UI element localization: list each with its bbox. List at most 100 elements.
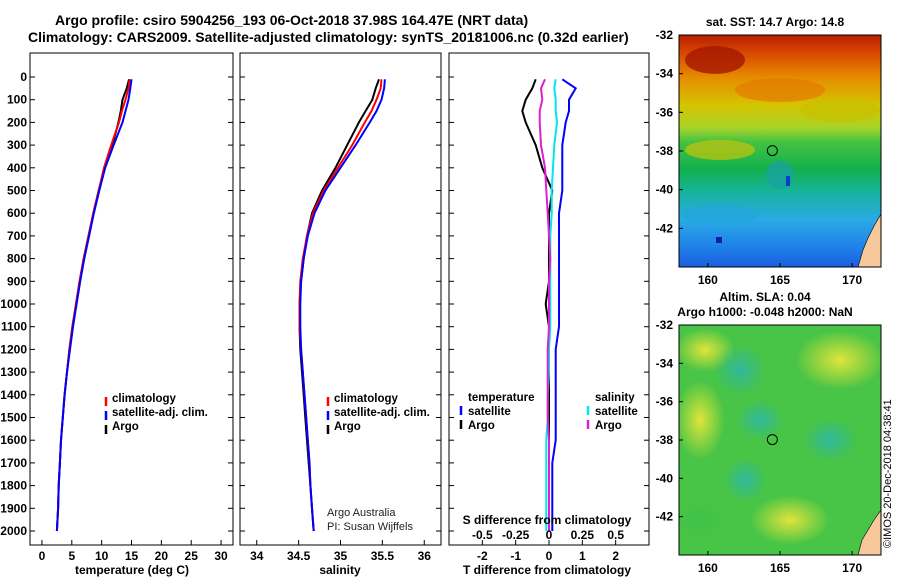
salinity-xtick-label: 35.5 [371,549,395,563]
temperature-legend-satellite: satellite-adj. clim. [112,407,208,419]
sst-map-panel: sat. SST: 14.7 Argo: 14.8 160 165 170 -32 -3… [656,15,882,287]
difference-xtick-label: 1 [579,549,586,563]
temperature-xtick-label: 15 [125,549,139,563]
sla-map-xtick-label: 165 [770,561,790,575]
sla-map-title-line1: Altim. SLA: 0.04 [719,290,811,304]
salinity-series-satellite-adj-clim- [299,79,386,532]
salinity-xtick-label: 34 [250,549,264,563]
difference-xtick-label: 0 [546,549,553,563]
legend-temperature-title: temperature [468,392,534,404]
temperature-ytick-label: 400 [7,161,27,175]
legend-temperature-satellite: satellite [468,406,511,418]
difference-series-s-satellite [545,79,559,531]
sst-map-xtick-label: 165 [770,273,790,287]
temperature-legend: climatology satellite-adj. clim. Argo [104,393,208,434]
temperature-xlabel: temperature (deg C) [75,563,189,577]
t-difference-xlabel: T difference from climatology [463,563,631,577]
temperature-series-satellite-adj-clim- [55,79,133,532]
sla-map-xtick-label: 160 [698,561,718,575]
temperature-xtick-label: 0 [39,549,46,563]
sst-map-ytick-label: -38 [656,144,674,158]
credit-line1: Argo Australia [327,507,396,519]
temperature-ytick-label: 2000 [0,524,27,538]
figure-title-line2: Climatology: CARS2009. Satellite-adjuste… [28,29,629,45]
sst-map-xtick-label: 160 [698,273,718,287]
salinity-legend-satellite: satellite-adj. clim. [334,407,430,419]
difference-xtick-label: 2 [612,549,619,563]
sla-map-ytick-label: -32 [656,318,674,332]
credit-line2: PI: Susan Wijffels [327,521,413,533]
s-difference-tick-label: -0.25 [502,528,530,542]
temperature-ytick-label: 1300 [0,365,27,379]
salinity-legend: climatology satellite-adj. clim. Argo [326,393,430,434]
temperature-ytick-label: 1000 [0,297,27,311]
sst-map-ytick-label: -32 [656,28,674,42]
sla-map-ytick-label: -38 [656,433,674,447]
sla-map-ytick-label: -40 [656,471,674,485]
temperature-ytick-label: 0 [20,70,27,84]
imos-watermark: ©IMOS 20-Dec-2018 04:38:41 [882,399,894,548]
temperature-ytick-label: 700 [7,229,27,243]
sst-argo-marker [766,145,778,157]
sst-map-ytick-label: -36 [656,105,674,119]
temperature-ytick-label: 200 [7,115,27,129]
sla-argo-marker [766,434,778,446]
legend-temperature-argo: Argo [468,420,495,432]
sla-map-ytick-label: -36 [656,395,674,409]
temperature-ytick-label: 800 [7,252,27,266]
difference-legend: temperature satellite Argo salinity sate… [459,392,638,432]
legend-salinity-satellite: satellite [595,406,638,418]
sst-map-title: sat. SST: 14.7 Argo: 14.8 [706,15,845,29]
temperature-ytick-label: 600 [7,206,27,220]
legend-salinity-title: salinity [595,392,635,404]
temperature-ytick-label: 1500 [0,411,27,425]
temperature-ytick-label: 1900 [0,501,27,515]
difference-series-s-argo [538,78,552,531]
temperature-ytick-label: 100 [7,93,27,107]
temperature-legend-argo: Argo [112,421,139,433]
salinity-legend-argo: Argo [334,421,361,433]
temperature-xtick-label: 25 [185,549,199,563]
temperature-xtick-label: 10 [95,549,109,563]
salinity-xlabel: salinity [319,563,361,577]
temperature-legend-climatology: climatology [112,393,177,405]
sla-map-ytick-label: -42 [656,510,674,524]
s-difference-label: S difference from climatology [463,513,632,527]
temperature-ytick-label: 1700 [0,456,27,470]
temperature-ytick-label: 1800 [0,479,27,493]
sst-map-ytick-label: -40 [656,183,674,197]
sst-map-xtick-label: 170 [842,273,862,287]
sst-map-ytick-label: -34 [656,67,674,81]
difference-series-t-satellite [551,78,578,531]
difference-xtick-label: -1 [510,549,521,563]
difference-panel: -2 -1 0 1 2 -0.5 -0.25 0 0.25 0.5 S difference f… [448,52,650,577]
temperature-ytick-label: 500 [7,184,27,198]
difference-xtick-label: -2 [477,549,488,563]
temperature-ytick-label: 1200 [0,342,27,356]
temperature-ytick-label: 1600 [0,433,27,447]
salinity-xtick-label: 35 [334,549,348,563]
s-difference-tick-label: 0 [546,528,553,542]
figure-title-line1: Argo profile: csiro 5904256_193 06-Oct-2… [55,12,528,28]
temperature-xtick-label: 30 [214,549,228,563]
salinity-panel: 34 34.5 35 35.5 36 salinity climatology sate… [239,52,442,577]
s-difference-tick-label: 0.5 [607,528,624,542]
legend-salinity-argo: Argo [595,420,622,432]
s-difference-tick-label: 0.25 [571,528,595,542]
sla-map-ytick-label: -34 [656,356,674,370]
temperature-ytick-label: 900 [7,274,27,288]
sla-map-xtick-label: 170 [842,561,862,575]
sla-map-title-line2: Argo h1000: -0.048 h2000: NaN [677,305,852,319]
temperature-xtick-label: 20 [155,549,169,563]
s-difference-tick-label: -0.5 [472,528,493,542]
sst-map-ytick-label: -42 [656,221,674,235]
temperature-ytick-label: 1400 [0,388,27,402]
temperature-ytick-label: 300 [7,138,27,152]
salinity-xtick-label: 34.5 [287,549,311,563]
temperature-ytick-label: 1100 [1,320,27,334]
temperature-xtick-label: 5 [68,549,75,563]
salinity-legend-climatology: climatology [334,393,399,405]
temperature-panel: 0 5 10 15 20 25 30 0 100 200 300 400 500 600 700 800 90… [0,52,234,577]
sla-map-panel: Altim. SLA: 0.04 Argo h1000: -0.048 h200… [656,290,882,575]
